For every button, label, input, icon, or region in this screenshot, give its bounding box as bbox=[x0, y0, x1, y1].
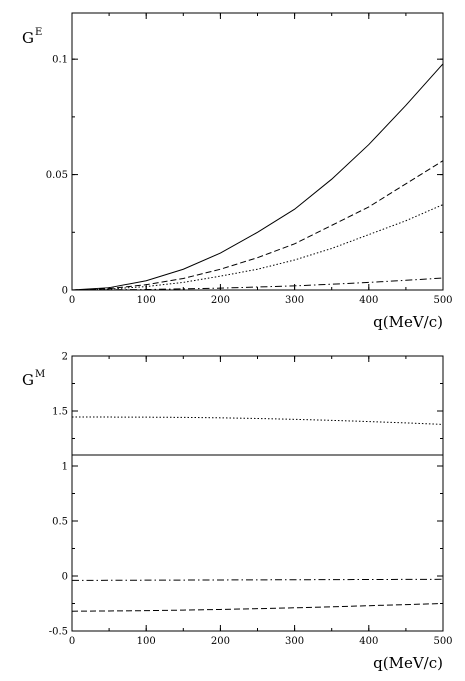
series-line-dotted bbox=[72, 416, 444, 425]
y-tick-label: 0 bbox=[62, 286, 68, 297]
x-axis-label: q(MeV/c) bbox=[373, 654, 443, 672]
y-tick-label: -0.5 bbox=[49, 627, 68, 638]
series-line-dashed bbox=[71, 160, 444, 291]
x-axis-label: q(MeV/c) bbox=[373, 313, 443, 331]
x-tick-label: 100 bbox=[137, 295, 156, 306]
x-tick-label: 400 bbox=[359, 636, 378, 647]
y-tick-label: 1 bbox=[62, 462, 68, 473]
y-axis-label-superscript: E bbox=[35, 27, 42, 38]
y-axis-label: G bbox=[22, 371, 34, 389]
y-tick-label: 0 bbox=[62, 572, 68, 583]
x-tick-label: 0 bbox=[69, 295, 75, 306]
y-axis-label-superscript: M bbox=[35, 369, 45, 380]
y-tick-label: 2 bbox=[62, 352, 68, 363]
series-line-dashdot bbox=[71, 277, 444, 291]
x-tick-label: 500 bbox=[433, 636, 452, 647]
x-tick-label: 200 bbox=[211, 636, 230, 647]
y-tick-label: 0.5 bbox=[52, 517, 68, 528]
y-axis-label: G bbox=[22, 29, 34, 47]
plot-frame bbox=[71, 12, 444, 291]
x-tick-label: 400 bbox=[359, 295, 378, 306]
y-tick-label: 0.1 bbox=[52, 55, 68, 66]
y-tick-label: 0.05 bbox=[46, 170, 68, 181]
x-tick-label: 300 bbox=[285, 295, 304, 306]
chart-panel-1: 0 100 200 300 400 500 0 0.05 0.1 G Eq(MeV/c) bbox=[22, 12, 453, 331]
chart-panel-2: 0 100 200 300 400 500-0.500.511.52G Mq(MeV/c) bbox=[22, 352, 453, 673]
x-tick-label: 0 bbox=[69, 636, 75, 647]
y-tick-label: 1.5 bbox=[52, 407, 68, 418]
x-tick-label: 500 bbox=[433, 295, 452, 306]
series-line-dotted bbox=[71, 204, 444, 291]
series-line-dashdot bbox=[71, 578, 444, 581]
x-tick-label: 300 bbox=[285, 636, 304, 647]
x-tick-label: 100 bbox=[137, 636, 156, 647]
x-tick-label: 200 bbox=[211, 295, 230, 306]
series-line-solid bbox=[71, 63, 444, 291]
series-line-dashed bbox=[71, 603, 444, 612]
plot-frame bbox=[71, 355, 444, 632]
